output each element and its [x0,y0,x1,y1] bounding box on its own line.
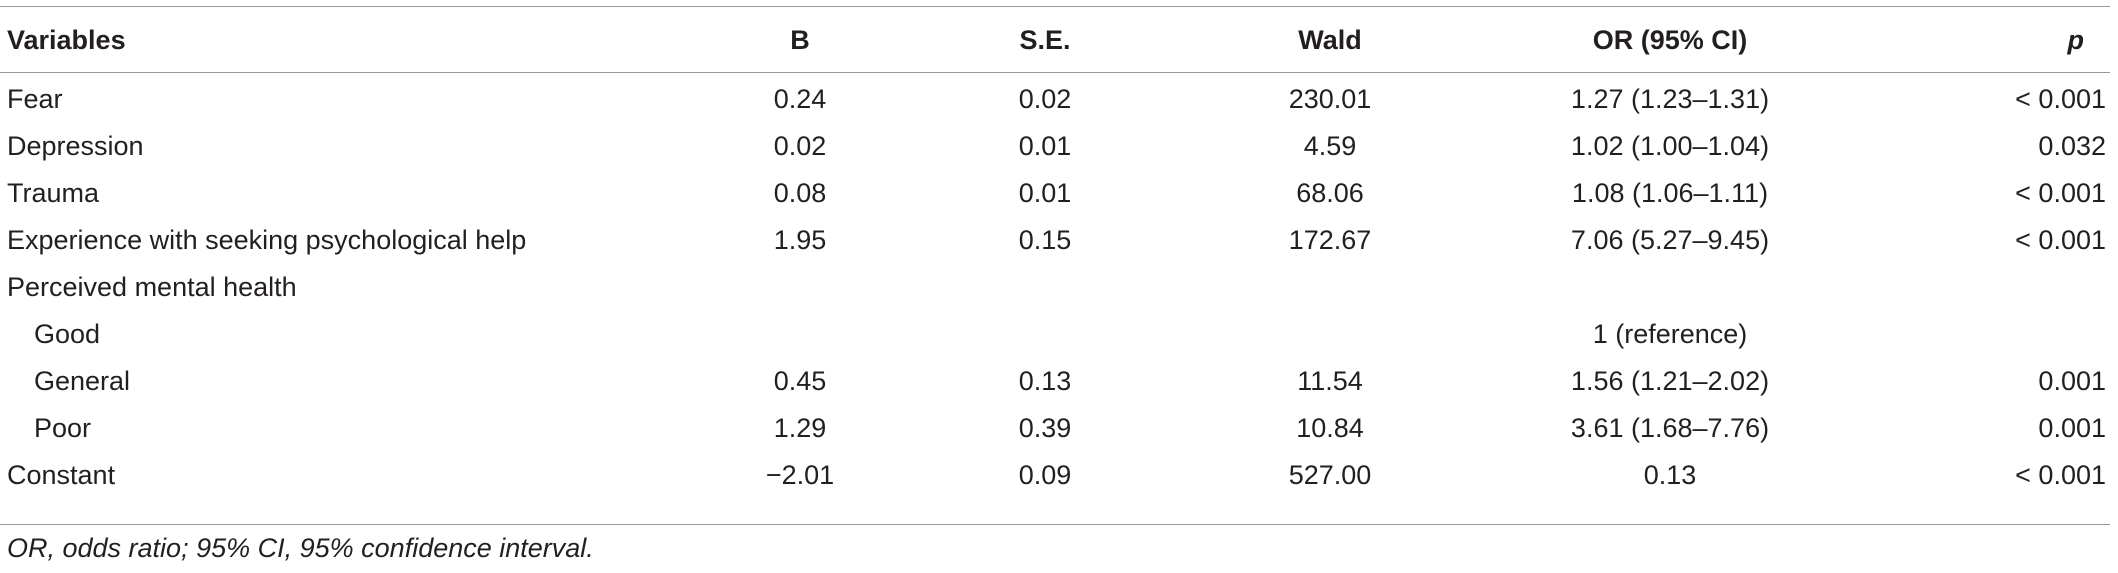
cell-se [900,311,1190,358]
header-b: B [790,24,810,55]
table-header-rule [0,72,2110,73]
cell-se: 0.39 [1018,413,1072,443]
cell-p: 0.032 [2038,131,2106,161]
cell-or: 3.61 (1.68–7.76) [1570,413,1770,443]
cell-b: 0.45 [773,366,827,396]
table-row: General 0.45 0.13 11.54 1.56 (1.21–2.02)… [0,358,2110,405]
cell-p [1870,311,2110,358]
cell-wald: 230.01 [1288,84,1372,114]
cell-wald [1190,264,1470,311]
cell-se: 0.01 [1018,131,1072,161]
cell-variable: Perceived mental health [7,272,297,302]
cell-wald: 527.00 [1288,460,1372,490]
cell-se: 0.01 [1018,178,1072,208]
table-row: Depression 0.02 0.01 4.59 1.02 (1.00–1.0… [0,123,2110,170]
cell-variable: Depression [7,131,144,161]
header-wald: Wald [1298,24,1362,55]
cell-p [1870,264,2110,311]
cell-se: 0.15 [1018,225,1072,255]
cell-variable: Trauma [7,178,100,208]
cell-b: 1.95 [773,225,827,255]
header-se: S.E. [1019,24,1071,55]
table-row: Poor 1.29 0.39 10.84 3.61 (1.68–7.76) 0.… [0,405,2110,452]
cell-or: 1.08 (1.06–1.11) [1571,178,1769,208]
header-p: p [2067,24,2085,55]
cell-se [900,264,1190,311]
cell-or: 1.56 (1.21–2.02) [1570,366,1770,396]
cell-wald: 4.59 [1303,131,1357,161]
cell-or: 7.06 (5.27–9.45) [1570,225,1770,255]
cell-variable: Constant [7,460,116,490]
cell-se: 0.09 [1018,460,1072,490]
cell-or: 1 (reference) [1592,319,1748,349]
cell-b: 0.08 [773,178,827,208]
table-row: Perceived mental health [0,264,2110,311]
cell-wald [1190,311,1470,358]
cell-or: 0.13 [1643,460,1697,490]
cell-wald: 10.84 [1296,413,1364,443]
cell-p: < 0.001 [2015,225,2106,255]
cell-p: < 0.001 [2015,460,2106,490]
cell-b: 0.24 [773,84,827,114]
table-row: Good 1 (reference) [0,311,2110,358]
cell-b: 1.29 [773,413,827,443]
cell-variable: Experience with seeking psychological he… [7,225,527,255]
cell-b: 0.02 [773,131,827,161]
table-row: Trauma 0.08 0.01 68.06 1.08 (1.06–1.11) … [0,170,2110,217]
cell-se: 0.02 [1018,84,1072,114]
cell-wald: 68.06 [1296,178,1364,208]
cell-p: < 0.001 [2015,84,2106,114]
header-or: OR (95% CI) [1592,24,1748,55]
cell-variable: Fear [7,84,63,114]
header-variables: Variables [7,24,126,55]
cell-b: −2.01 [765,460,835,490]
cell-variable: General [34,366,131,396]
cell-or [1470,264,1870,311]
table-footnote: OR, odds ratio; 95% CI, 95% confidence i… [7,533,594,563]
cell-variable: Poor [34,413,92,443]
cell-b [700,264,900,311]
cell-wald: 11.54 [1297,366,1363,396]
cell-wald: 172.67 [1288,225,1372,255]
cell-p: 0.001 [2038,413,2106,443]
table-row: Fear 0.24 0.02 230.01 1.27 (1.23–1.31) <… [0,72,2110,123]
cell-or: 1.02 (1.00–1.04) [1570,131,1770,161]
logistic-regression-table: Variables B S.E. Wald OR (95% CI) p Fear… [0,8,2110,499]
table-header-row: Variables B S.E. Wald OR (95% CI) p [0,8,2110,72]
table-row: Experience with seeking psychological he… [0,217,2110,264]
cell-p: < 0.001 [2015,178,2106,208]
cell-or: 1.27 (1.23–1.31) [1570,84,1770,114]
table-row: Constant −2.01 0.09 527.00 0.13 < 0.001 [0,452,2110,499]
table-bottom-rule [0,524,2110,525]
cell-se: 0.13 [1018,366,1072,396]
cell-variable: Good [34,319,101,349]
table-top-rule [0,6,2110,7]
cell-b [700,311,900,358]
cell-p: 0.001 [2038,366,2106,396]
